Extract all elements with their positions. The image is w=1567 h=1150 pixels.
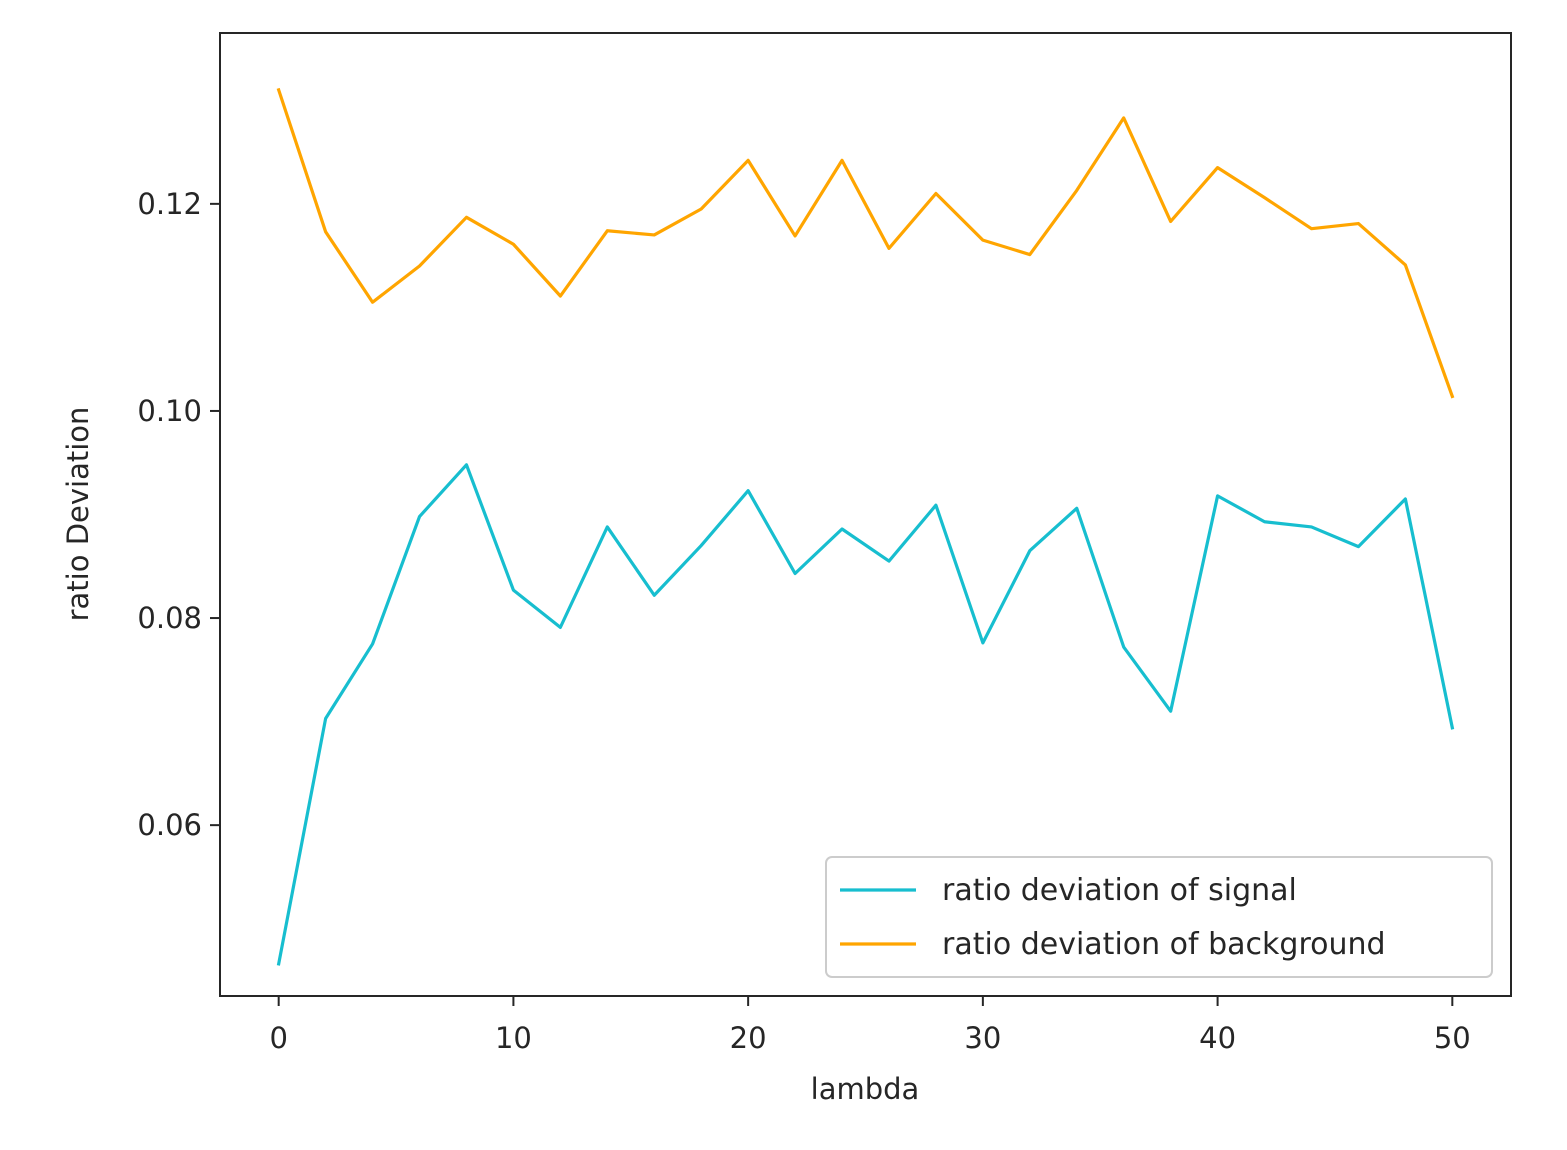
y-tick-label: 0.10 xyxy=(137,394,202,428)
y-axis-label: ratio Deviation xyxy=(61,407,95,622)
y-axis: 0.06 0.08 0.10 0.12 xyxy=(137,187,220,842)
y-tick-label: 0.12 xyxy=(137,187,202,221)
plot-area xyxy=(220,33,1511,996)
x-tick-label: 0 xyxy=(269,1021,287,1055)
x-tick-label: 30 xyxy=(964,1021,1001,1055)
series-layer xyxy=(276,87,1455,966)
x-tick-label: 50 xyxy=(1434,1021,1471,1055)
series-line-1 xyxy=(276,463,1455,966)
x-tick-label: 10 xyxy=(495,1021,532,1055)
y-tick-label: 0.08 xyxy=(137,601,202,635)
x-tick-label: 20 xyxy=(730,1021,767,1055)
y-tick-label: 0.06 xyxy=(137,808,202,842)
legend-label-2: ratio deviation of background xyxy=(942,927,1386,962)
legend-box xyxy=(825,856,1493,978)
legend-label-1: ratio deviation of signal xyxy=(942,873,1297,908)
x-tick-label: 40 xyxy=(1199,1021,1236,1055)
legend: ratio deviation of signal ratio deviation… xyxy=(825,856,1493,978)
series-line-2 xyxy=(276,87,1455,399)
x-axis: 0 10 20 30 40 50 xyxy=(269,996,1471,1055)
x-axis-label: lambda xyxy=(811,1072,920,1106)
plot-frame xyxy=(219,32,1512,997)
